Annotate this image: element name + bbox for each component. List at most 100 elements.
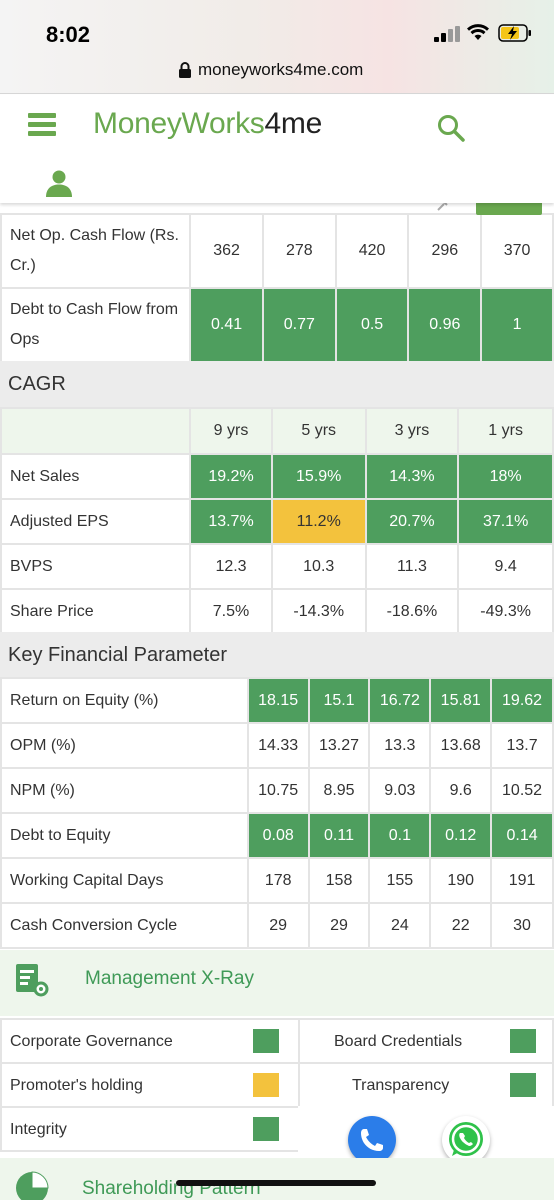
row-label: Net Sales [0,453,192,500]
xray-item: Integrity [0,1106,300,1152]
value-cell: 20.7% [364,498,460,545]
cellular-signal-icon [434,26,460,42]
wifi-icon [467,24,489,40]
xray-item: Board Credentials [298,1018,554,1064]
value-cell: 19.2% [189,453,273,500]
site-logo[interactable]: MoneyWorks4me [93,107,322,141]
value-cell: 15.81 [429,677,493,724]
value-cell: 11.3 [364,543,460,590]
value-cell: 22 [429,902,493,949]
value-cell: 29 [307,902,371,949]
table-row: Debt to Equity 0.08 0.11 0.1 0.12 0.14 [0,812,554,859]
row-label: BVPS [0,543,192,590]
management-xray-header[interactable]: Management X-Ray [0,950,554,1016]
table-row: NPM (%) 10.75 8.95 9.03 9.6 10.52 [0,767,554,814]
hamburger-menu-icon[interactable] [28,113,58,137]
value-cell: 18% [457,453,554,500]
value-cell: 19.62 [490,677,554,724]
value-cell: 12.3 [189,543,273,590]
logo-text: MoneyWorks [93,107,265,140]
row-label: Return on Equity (%) [0,677,249,724]
phone-icon [361,1129,383,1151]
value-cell: 7.5% [189,588,273,635]
search-icon[interactable] [436,113,466,143]
value-cell: 15.9% [270,453,367,500]
table-row: Net Sales 19.2% 15.9% 14.3% 18% [0,453,554,500]
table-row: Net Op. Cash Flow (Rs. Cr.) 362 278 420 296 3… [0,213,554,289]
management-xray-title: Management X-Ray [85,968,254,989]
value-cell: 178 [246,857,310,904]
kfp-title: Key Financial Parameter [0,632,554,678]
value-cell: 0.96 [407,287,483,363]
row-label: Net Op. Cash Flow (Rs. Cr.) [0,213,192,289]
browser-url-bar[interactable]: moneyworks4me.com [0,56,554,94]
value-cell: 0.77 [261,287,337,363]
value-cell: 13.68 [429,722,493,769]
xray-item-label: Transparency [352,1077,450,1094]
column-header: 9 yrs [189,407,273,455]
value-cell: 8.95 [307,767,371,814]
status-indicator [253,1029,279,1053]
value-cell: 9.4 [457,543,554,590]
value-cell: 158 [307,857,371,904]
value-cell: 30 [490,902,554,949]
status-indicator [510,1073,536,1097]
value-cell: 24 [368,902,432,949]
value-cell: 14.33 [246,722,310,769]
url-text[interactable]: moneyworks4me.com [198,60,364,79]
value-cell: 13.7 [490,722,554,769]
value-cell: 9.03 [368,767,432,814]
logo-suffix: 4me [264,107,323,140]
value-cell: -18.6% [364,588,460,635]
kfp-table: Return on Equity (%) 18.15 15.1 16.72 15.81 1… [0,677,554,949]
value-cell: 15.1 [307,677,371,724]
value-cell: 0.12 [429,812,493,859]
value-cell: 11.2% [270,498,367,545]
value-cell: 0.1 [368,812,432,859]
value-cell: 1 [480,287,554,363]
xray-item-label: Corporate Governance [10,1033,173,1050]
table-row: Cash Conversion Cycle 29 29 24 22 30 [0,902,554,949]
value-cell: 0.41 [189,287,264,363]
xray-report-icon [16,964,49,997]
shareholding-header[interactable]: Shareholding Pattern [0,1158,554,1200]
battery-charging-icon [498,24,531,42]
status-bar: 8:02 [0,0,554,56]
column-header: 1 yrs [457,407,554,455]
row-label: Debt to Cash Flow from Ops [0,287,192,363]
whatsapp-icon [449,1122,483,1156]
value-cell: 0.11 [307,812,371,859]
status-indicator [253,1117,279,1141]
table-row: OPM (%) 14.33 13.27 13.3 13.68 13.7 [0,722,554,769]
xray-item: Promoter's holding [0,1062,300,1108]
row-label: Share Price [0,588,192,635]
row-label: Cash Conversion Cycle [0,902,249,949]
value-cell: 155 [368,857,432,904]
value-cell: 420 [334,213,410,289]
home-indicator [176,1180,376,1186]
value-cell: 362 [189,213,264,289]
row-label: NPM (%) [0,767,249,814]
xray-item: Corporate Governance [0,1018,300,1064]
table-row: BVPS 12.3 10.3 11.3 9.4 [0,543,554,590]
column-header: 5 yrs [270,407,367,455]
pie-chart-icon [16,1171,49,1200]
site-header: MoneyWorks4me [0,95,554,203]
status-indicator [253,1073,279,1097]
table-row: Return on Equity (%) 18.15 15.1 16.72 15.81 1… [0,677,554,724]
row-label: Working Capital Days [0,857,249,904]
value-cell: 10.3 [270,543,367,590]
value-cell: 0.5 [334,287,410,363]
value-cell: 13.3 [368,722,432,769]
whatsapp-button[interactable] [442,1116,490,1164]
value-cell: 16.72 [368,677,432,724]
xray-item-label: Integrity [10,1121,67,1138]
value-cell: 191 [490,857,554,904]
value-cell: 278 [261,213,337,289]
value-cell: 13.27 [307,722,371,769]
call-button[interactable] [348,1116,396,1164]
value-cell: 29 [246,902,310,949]
user-icon[interactable] [44,169,74,197]
row-label: Adjusted EPS [0,498,192,545]
cashflow-table: Net Op. Cash Flow (Rs. Cr.) 362 278 420 296 3… [0,213,554,363]
